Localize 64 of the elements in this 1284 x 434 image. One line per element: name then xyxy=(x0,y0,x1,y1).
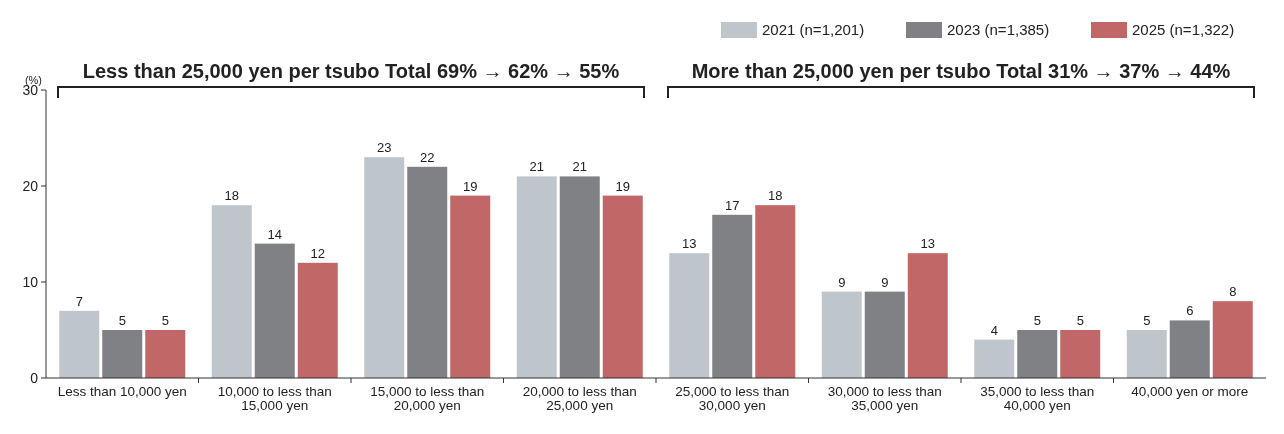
x-tick-label: Less than 10,000 yen xyxy=(57,384,187,399)
bar xyxy=(1212,301,1253,378)
bar xyxy=(821,291,862,378)
data-label: 22 xyxy=(420,149,435,165)
bar xyxy=(907,253,948,378)
data-label: 8 xyxy=(1229,284,1237,300)
bar xyxy=(669,253,710,378)
bar xyxy=(712,214,753,378)
legend-label: 2023 (n=1,385) xyxy=(947,21,1050,38)
bar xyxy=(755,205,796,378)
data-label: 6 xyxy=(1186,303,1194,319)
bar xyxy=(407,166,448,378)
bar xyxy=(974,339,1015,378)
data-label: 7 xyxy=(75,293,83,309)
data-label: 9 xyxy=(881,274,889,290)
legend-label: 2021 (n=1,201) xyxy=(762,21,865,38)
x-tick-label: 40,000 yen or more xyxy=(1131,384,1249,399)
bar xyxy=(254,243,295,378)
data-label: 21 xyxy=(572,159,587,175)
data-label: 23 xyxy=(377,140,392,156)
x-tick-label: 35,000 to less than 40,000 yen xyxy=(980,384,1095,413)
bar xyxy=(516,176,557,378)
y-tick-label: 20 xyxy=(22,178,39,194)
bar xyxy=(559,176,600,378)
data-label: 5 xyxy=(1033,313,1041,328)
bar xyxy=(59,310,100,378)
data-label: 5 xyxy=(161,313,169,328)
data-label: 5 xyxy=(118,313,126,328)
data-label: 9 xyxy=(838,274,846,290)
data-label: 18 xyxy=(224,188,239,204)
bar xyxy=(450,195,491,378)
data-label: 18 xyxy=(768,188,783,204)
data-label: 19 xyxy=(615,178,630,194)
bar xyxy=(297,262,338,378)
y-tick-label: 0 xyxy=(30,370,39,386)
bar xyxy=(1060,330,1101,378)
text: More than 25,000 yen per tsubo Total 31% → 37% → 44% xyxy=(691,60,1231,82)
x-tick-label: 30,000 to less than 35,000 yen xyxy=(827,384,942,413)
data-label: 5 xyxy=(1143,313,1151,328)
bar xyxy=(145,330,186,378)
bar xyxy=(364,157,405,378)
legend-label: 2025 (n=1,322) xyxy=(1132,21,1235,38)
x-tick-label: 25,000 to less than 30,000 yen xyxy=(675,384,790,413)
data-label: 13 xyxy=(920,236,935,252)
data-label: 4 xyxy=(990,322,998,338)
y-tick-label: 10 xyxy=(22,274,39,290)
bar xyxy=(1017,330,1058,378)
bar xyxy=(1169,320,1210,378)
data-label: 21 xyxy=(529,159,544,175)
data-label: 5 xyxy=(1076,313,1084,328)
bar xyxy=(1126,330,1167,378)
data-label: 14 xyxy=(267,226,282,242)
bar xyxy=(211,205,252,378)
bar xyxy=(102,330,143,378)
x-tick-label: 20,000 to less than 25,000 yen xyxy=(522,384,637,413)
data-label: 17 xyxy=(725,197,740,213)
data-label: 12 xyxy=(310,245,325,261)
data-label: 19 xyxy=(463,178,478,194)
data-label: 13 xyxy=(682,236,697,252)
bar xyxy=(602,195,643,378)
bar xyxy=(864,291,905,378)
text: Less than 25,000 yen per tsubo Total 69% → 62% → 55% xyxy=(82,60,620,82)
x-tick-label: 15,000 to less than 20,000 yen xyxy=(370,384,485,413)
x-tick-label: 10,000 to less than 15,000 yen xyxy=(217,384,332,413)
